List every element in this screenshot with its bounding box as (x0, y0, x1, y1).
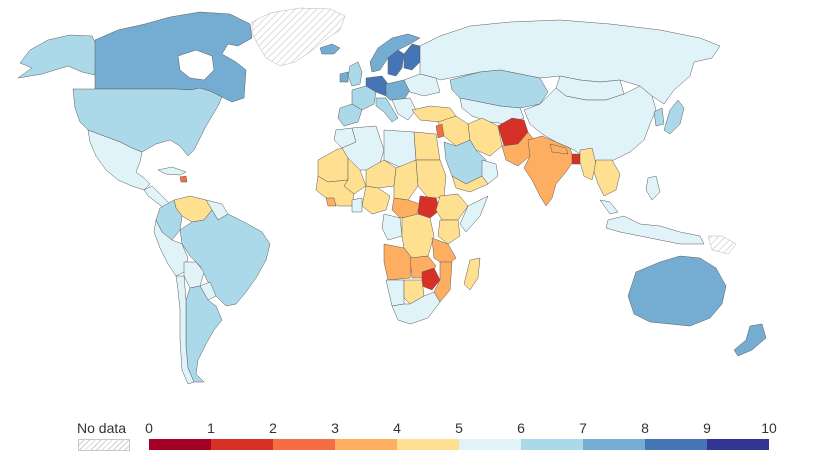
tick-label: 0 (145, 420, 153, 436)
scale-segment (459, 439, 521, 450)
country-chile (175, 275, 195, 385)
country-somalia (459, 195, 489, 233)
country-iceland (319, 43, 341, 55)
scale-segment (211, 439, 273, 450)
country-cuba (157, 166, 187, 176)
country-indochina (593, 159, 621, 197)
country-papua-new-guinea (707, 235, 737, 255)
country-south-africa (391, 291, 441, 325)
tick-label: 5 (455, 420, 463, 436)
world-map (17, 7, 767, 385)
country-korea (653, 107, 665, 127)
tick-label: 2 (269, 420, 277, 436)
tick-label: 6 (517, 420, 525, 436)
tick-label: 4 (393, 420, 401, 436)
country-australia (627, 255, 727, 327)
scale-segment (273, 439, 335, 450)
country-india (523, 135, 575, 207)
scale-segment (397, 439, 459, 450)
country-ghana (351, 197, 363, 213)
scale-segment (149, 439, 211, 450)
tick-label: 8 (641, 420, 649, 436)
country-angola (383, 243, 413, 281)
country-norway (369, 33, 421, 73)
country-mauritania (317, 147, 349, 183)
country-lebanon (435, 123, 445, 139)
scale-segment (645, 439, 707, 450)
country-south-sudan (417, 195, 441, 219)
country-argentina (185, 285, 223, 383)
scale-segment (707, 439, 769, 450)
country-finland (403, 43, 421, 71)
country-japan (663, 99, 685, 135)
country-nigeria (361, 185, 391, 215)
country-new-zealand (733, 323, 767, 357)
scale-segment (583, 439, 645, 450)
country-bangladesh (571, 153, 581, 165)
country-ethiopia (435, 193, 469, 221)
hudson-bay (177, 49, 215, 81)
no-data-swatch (78, 439, 130, 451)
country-haiti (179, 175, 188, 183)
country-alaska (17, 34, 97, 79)
country-mexico (87, 129, 151, 191)
country-gabon-congo (381, 213, 403, 241)
no-data-label: No data (77, 420, 127, 436)
country-uk (347, 61, 363, 87)
country-oman (481, 159, 499, 185)
country-philippines (645, 175, 661, 201)
scale-segment (335, 439, 397, 450)
country-egypt (413, 131, 441, 161)
tick-label: 10 (761, 420, 777, 436)
country-nepal (549, 143, 569, 155)
country-namibia (385, 279, 405, 307)
country-italy (375, 97, 399, 123)
tick-label: 9 (703, 420, 711, 436)
scale-segment (521, 439, 583, 450)
tick-label: 7 (579, 420, 587, 436)
country-sierra-leone (325, 197, 337, 207)
country-ireland (339, 71, 349, 83)
country-madagascar (463, 257, 481, 291)
country-malaysia (599, 199, 619, 215)
tick-label: 1 (207, 420, 215, 436)
color-scale-bar (149, 439, 769, 450)
country-sweden (387, 49, 405, 77)
country-canada (94, 11, 253, 103)
country-greenland (251, 7, 346, 67)
country-indonesia (605, 215, 705, 245)
tick-label: 3 (331, 420, 339, 436)
country-sudan (415, 159, 447, 201)
country-iberia (337, 103, 363, 127)
country-myanmar (579, 147, 597, 181)
country-kenya (437, 219, 461, 245)
country-balkans (391, 97, 417, 121)
legend: No data 0 1 2 3 4 5 6 7 8 9 10 (0, 410, 825, 467)
